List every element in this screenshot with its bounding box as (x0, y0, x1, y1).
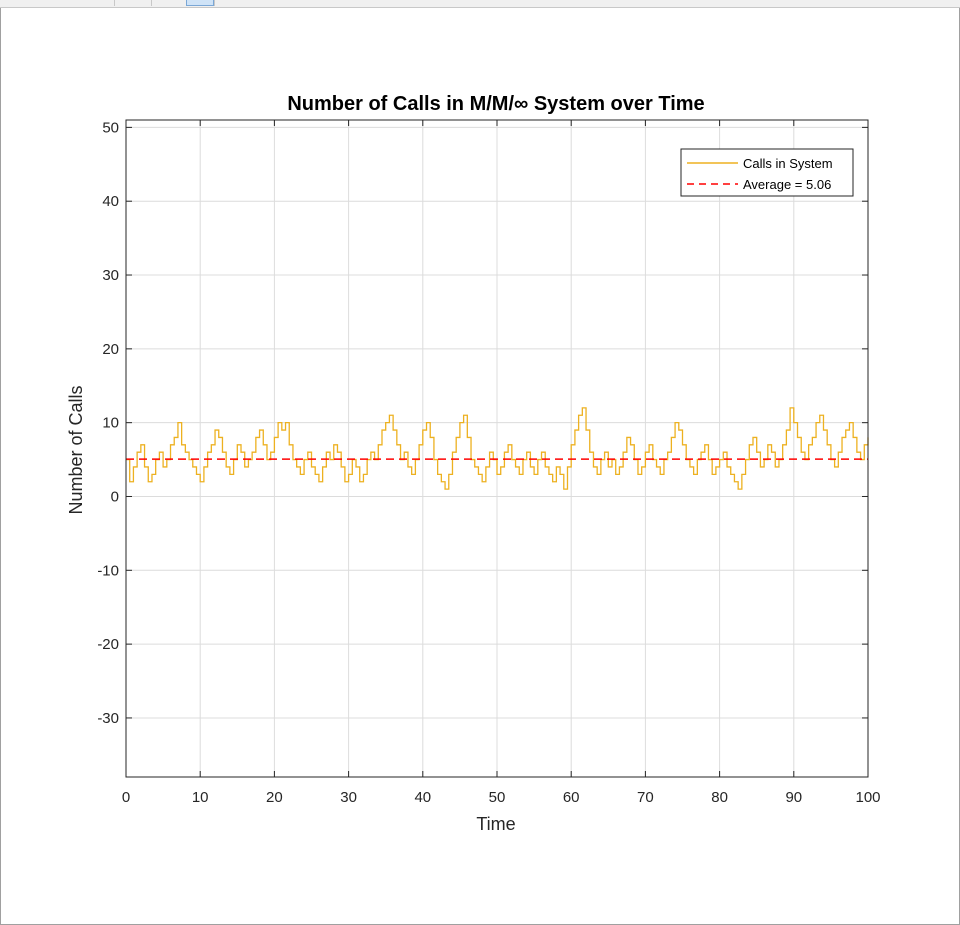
y-tick-label: 50 (102, 119, 119, 136)
x-tick-label: 80 (711, 789, 728, 806)
y-tick-label: -10 (97, 562, 119, 579)
chart-title: Number of Calls in M/M/∞ System over Tim… (287, 93, 704, 115)
y-tick-label: -20 (97, 636, 119, 653)
x-tick-label: 90 (785, 789, 802, 806)
legend-box (680, 148, 854, 197)
x-tick-label: 30 (340, 789, 357, 806)
legend-label-average: Average = 5.06 (743, 177, 831, 192)
y-tick-label: 20 (102, 341, 119, 358)
plot-area: 0 10 20 30 40 50 60 70 80 90 100 50403020100-10-20… (97, 119, 880, 806)
x-tick-label: 100 (855, 789, 880, 806)
y-tick-labels: 50 40 30 20 10 0 -10 -20 -30 (97, 119, 119, 727)
axes-box (125, 119, 869, 778)
toolbar-button[interactable] (0, 0, 115, 6)
toolbar-active-button[interactable] (186, 0, 214, 6)
legend-label-calls: Calls in System (743, 156, 833, 171)
y-tick-label: 40 (102, 193, 119, 210)
x-tick-label: 60 (563, 789, 580, 806)
figure-toolbar (0, 0, 960, 8)
x-tick-label: 70 (637, 789, 654, 806)
x-tick-label: 10 (192, 789, 209, 806)
series-layer (126, 407, 869, 490)
x-tick-label: 40 (414, 789, 431, 806)
y-axis-label: Number of Calls (66, 385, 86, 514)
y-tick-label: 10 (102, 415, 119, 432)
x-tick-label: 20 (266, 789, 283, 806)
toolbar-button[interactable] (152, 0, 215, 6)
x-axis-label: Time (476, 814, 515, 834)
x-tick-label: 0 (122, 789, 130, 806)
y-tick-label: 30 (102, 267, 119, 284)
y-tick-label: 0 (111, 488, 119, 505)
y-tick-label: -30 (97, 710, 119, 727)
x-tick-label: 50 (489, 789, 506, 806)
x-tick-labels: 0 10 20 30 40 50 60 70 80 90 100 (122, 789, 881, 806)
legend[interactable]: Calls in System Average = 5.06 (680, 148, 854, 197)
toolbar-button[interactable] (115, 0, 152, 6)
